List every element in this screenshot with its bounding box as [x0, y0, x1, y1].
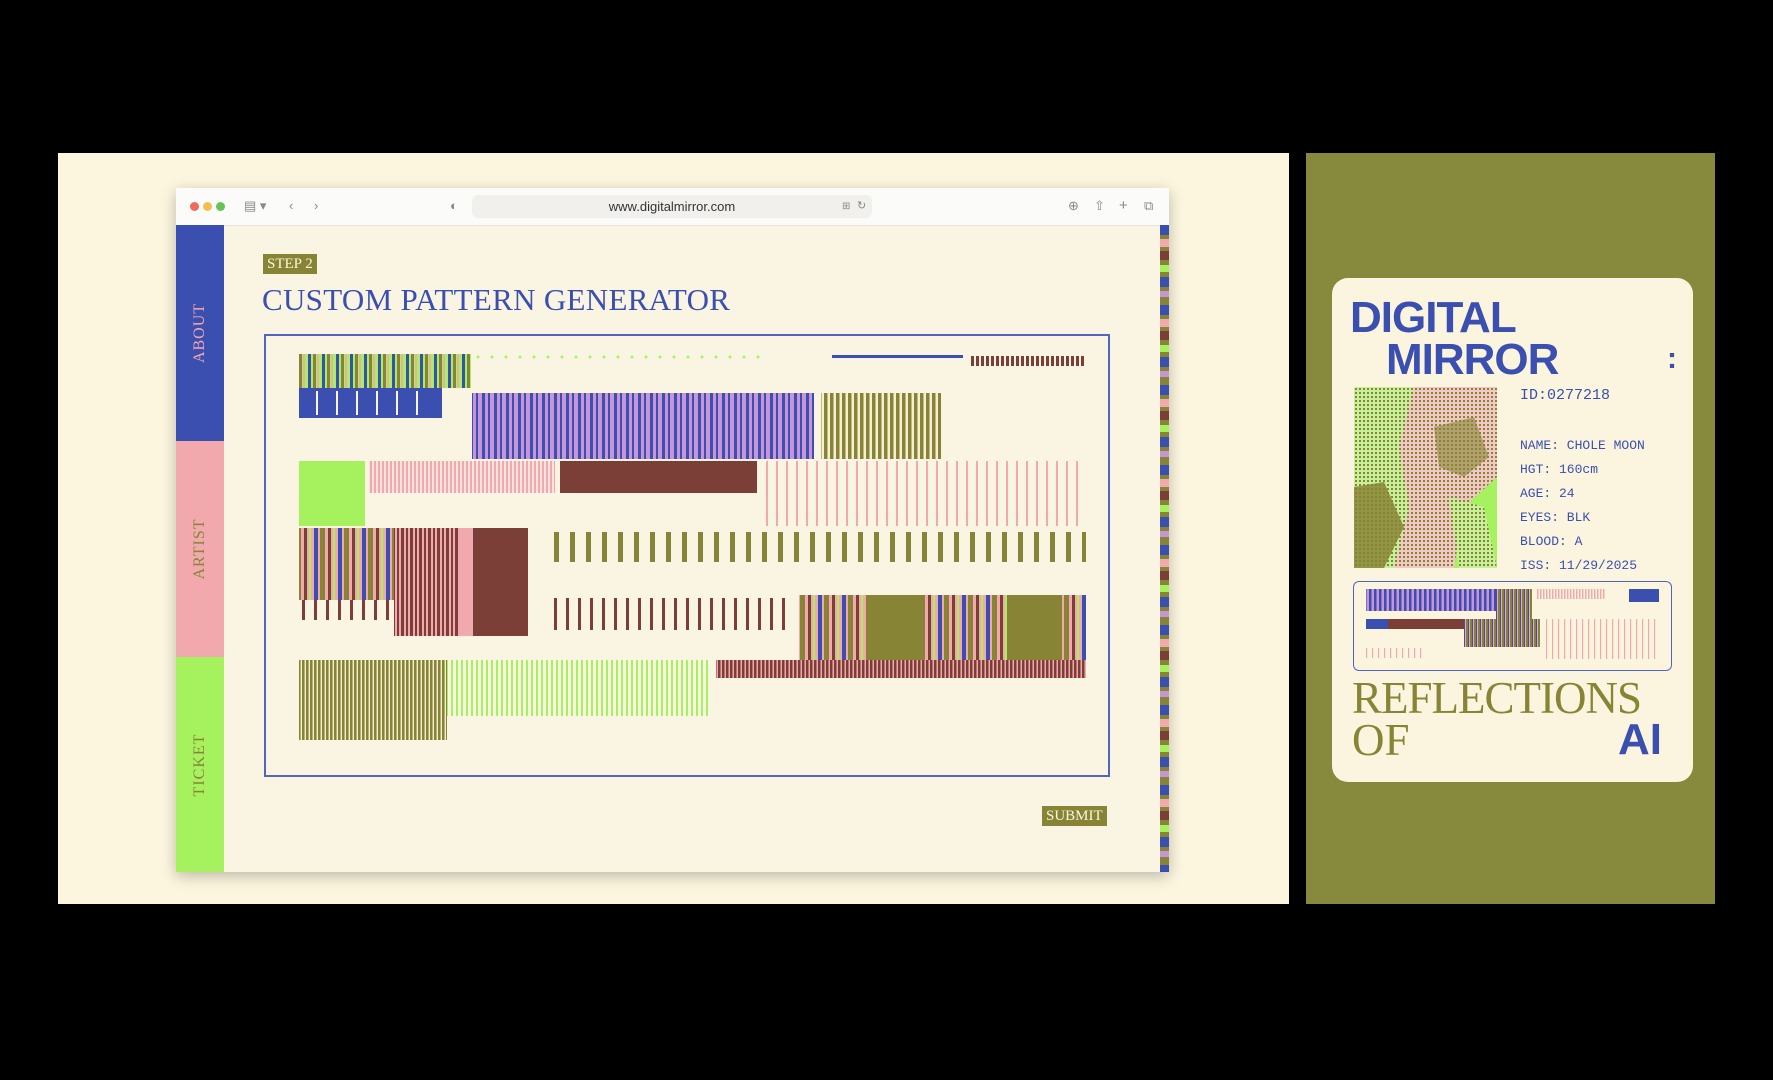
step-badge: STEP 2 — [263, 254, 317, 274]
id-card: DIGITAL MIRROR : ID:0277218 — [1332, 278, 1693, 782]
card-pattern-preview — [1353, 581, 1672, 671]
card-id-number: ID:0277218 — [1520, 387, 1611, 404]
card-field-height: HGT: 160cm — [1520, 462, 1599, 477]
card-tagline-ai: AI — [1618, 715, 1662, 764]
card-field-eyes: EYES: BLK — [1520, 510, 1591, 525]
reload-icon[interactable]: ↻ — [857, 200, 867, 212]
nav-item-artist[interactable]: ARTIST — [176, 441, 224, 657]
nav-label-about: ABOUT — [191, 302, 208, 364]
card-pattern-graphic — [1366, 589, 1659, 659]
card-tagline-reflections: REFLECTIONS — [1352, 673, 1642, 723]
download-icon[interactable]: ⊕ — [1068, 198, 1079, 213]
portrait-graphic — [1354, 387, 1497, 568]
submit-button[interactable]: SUBMIT — [1042, 806, 1107, 826]
nav-item-ticket[interactable]: TICKET — [176, 657, 224, 872]
browser-toolbar: ▤ ▾ ‹ › ◐ www.digitalmirror.com ⊞ ↻ ⊕ ⇧ … — [176, 188, 1169, 226]
url-text: www.digitalmirror.com — [608, 199, 736, 214]
pixel-portrait — [1354, 387, 1497, 568]
back-icon[interactable]: ‹ — [289, 198, 294, 213]
address-bar[interactable]: www.digitalmirror.com ⊞ ↻ — [472, 195, 872, 218]
nav-label-artist: ARTIST — [191, 518, 208, 580]
presentation-left-panel: ▤ ▾ ‹ › ◐ www.digitalmirror.com ⊞ ↻ ⊕ ⇧ … — [58, 153, 1289, 904]
browser-window: ▤ ▾ ‹ › ◐ www.digitalmirror.com ⊞ ↻ ⊕ ⇧ … — [176, 188, 1169, 872]
shield-icon[interactable]: ◐ — [450, 198, 458, 213]
pattern-canvas[interactable] — [264, 334, 1110, 777]
card-info-list: NAME: CHOLE MOON HGT: 160cm AGE: 24 EYES… — [1520, 434, 1645, 578]
card-title-digital: DIGITAL — [1350, 293, 1517, 342]
minimize-window-icon[interactable] — [203, 202, 212, 211]
new-tab-icon[interactable]: + — [1119, 197, 1128, 214]
sidebar-toggle-icon[interactable]: ▤ ▾ — [244, 198, 267, 213]
card-colon: : — [1667, 342, 1677, 375]
nav-item-about[interactable]: ABOUT — [176, 225, 224, 441]
pattern-graphic — [299, 354, 1086, 740]
nav-label-ticket: TICKET — [191, 733, 208, 796]
card-field-blood: BLOOD: A — [1520, 534, 1583, 549]
zoom-window-icon[interactable] — [216, 202, 225, 211]
forward-icon[interactable]: › — [314, 198, 319, 213]
pattern-edge-strip — [1160, 225, 1169, 872]
card-field-issued: ISS: 11/29/2025 — [1520, 558, 1638, 573]
vertical-nav: ABOUT ARTIST TICKET — [176, 225, 224, 872]
presentation-right-panel: DIGITAL MIRROR : ID:0277218 — [1306, 153, 1715, 904]
translate-icon[interactable]: ⊞ — [842, 201, 851, 212]
page-title: CUSTOM PATTERN GENERATOR — [262, 282, 731, 317]
share-icon[interactable]: ⇧ — [1094, 198, 1105, 213]
card-field-age: AGE: 24 — [1520, 486, 1575, 501]
card-title-mirror: MIRROR — [1386, 335, 1559, 384]
tabs-overview-icon[interactable]: ⧉ — [1144, 198, 1154, 213]
card-field-name: NAME: CHOLE MOON — [1520, 438, 1645, 453]
close-window-icon[interactable] — [190, 202, 199, 211]
card-tagline-of: OF — [1352, 715, 1410, 765]
